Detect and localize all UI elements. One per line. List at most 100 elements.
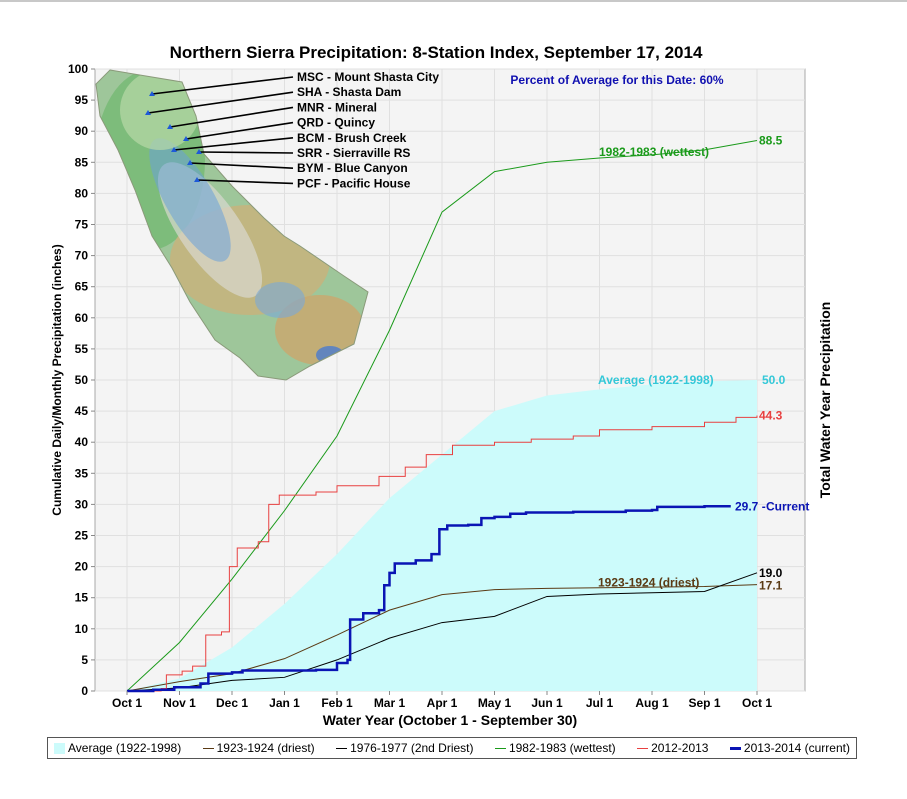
y-axis-label: Cumulative Daily/Monthly Precipitation (… [50, 244, 64, 515]
y-tick-label: 80 [75, 186, 89, 200]
legend-item: 1923-1924 (driest) [202, 741, 315, 755]
station-leader-line [147, 91, 294, 114]
series-total-wy2012-2013: 44.3 [759, 408, 783, 422]
y-tick-label: 50 [75, 373, 89, 387]
series-label-wettest: 1982-1983 (wettest) [599, 145, 709, 159]
y-tick-label: 25 [75, 529, 89, 543]
legend-item: 2013-2014 (current) [729, 741, 850, 755]
x-tick-labels: Oct 1 Nov 1 Dec 1 Jan 1 Feb 1 Mar 1 Apr 1 May 1… [112, 691, 772, 710]
y-tick-label: 45 [75, 404, 89, 418]
station-leader-line [169, 106, 294, 128]
y-tick-label: 60 [75, 311, 89, 325]
station-leader-line [185, 121, 294, 140]
station-label: SRR - Sierraville RS [297, 146, 410, 160]
series-label-driest: 1923-1924 (driest) [598, 576, 699, 590]
series-total-second-driest: 19.0 [759, 566, 783, 580]
station-leader-line [198, 151, 294, 154]
station-marker [149, 91, 155, 96]
legend-item: 1976-1977 (2nd Driest) [336, 741, 474, 755]
station-label: QRD - Quincy [297, 116, 375, 130]
x-tick-label: Apr 1 [427, 696, 458, 710]
y-tick-label: 70 [75, 249, 89, 263]
legend-label: 2013-2014 (current) [743, 741, 850, 755]
percent-of-average-annotation: Percent of Average for this Date: 60% [510, 73, 724, 87]
y-tick-label: 20 [75, 560, 89, 574]
series-label-current: Current [766, 499, 809, 513]
station-leader-line [173, 137, 294, 151]
series-total-average: 50.0 [762, 373, 786, 387]
y-tick-label: 95 [75, 93, 89, 107]
legend-item: 1982-1983 (wettest) [494, 741, 616, 755]
y-tick-label: 85 [75, 155, 89, 169]
station-marker [167, 124, 173, 129]
station-leader-line [196, 179, 294, 185]
series-total-current: 29.7 - [735, 499, 766, 513]
y-tick-label: 55 [75, 342, 89, 356]
top-border [0, 0, 907, 2]
legend-item: 2012-2013 [637, 741, 708, 755]
station-marker [194, 177, 200, 182]
legend-label: 2012-2013 [651, 741, 709, 755]
chart-title: Northern Sierra Precipitation: 8-Station… [170, 43, 703, 62]
series-total-wettest: 88.5 [759, 134, 783, 148]
station-marker [145, 110, 151, 115]
legend-swatch [494, 747, 506, 749]
y-tick-label: 40 [75, 435, 89, 449]
station-leader-line [151, 76, 294, 95]
y-tick-label: 65 [75, 280, 89, 294]
y-tick-label: 100 [68, 62, 88, 76]
series-line-current [127, 505, 731, 693]
x-tick-label: Aug 1 [635, 696, 669, 710]
x-tick-label: Oct 1 [742, 696, 772, 710]
x-tick-label: Jun 1 [531, 696, 563, 710]
legend-label: Average (1922-1998) [68, 741, 182, 755]
series-labels: Average (1922-1998) 50.0 1923-1924 (driest… [598, 134, 809, 593]
y-tick-label: 90 [75, 124, 89, 138]
station-marker [187, 160, 193, 165]
legend-swatch [202, 747, 214, 749]
y-tick-label: 35 [75, 466, 89, 480]
x-tick-label: Nov 1 [163, 696, 196, 710]
legend-label: 1976-1977 (2nd Driest) [350, 741, 474, 755]
x-tick-label: Sep 1 [688, 696, 720, 710]
y-tick-label: 10 [75, 622, 89, 636]
y-tick-label: 0 [81, 684, 88, 698]
series-group [126, 140, 758, 693]
station-label: MNR - Mineral [297, 100, 377, 114]
x-tick-label: May 1 [478, 696, 512, 710]
series-line-second-driest [126, 572, 758, 692]
x-tick-label: Jan 1 [269, 696, 300, 710]
series-label-average: Average (1922-1998) [598, 373, 714, 387]
station-label: MSC - Mount Shasta City [297, 70, 439, 84]
legend-swatch [336, 747, 348, 749]
right-axis-label: Total Water Year Precipitation [817, 302, 833, 499]
station-label: PCF - Pacific House [297, 176, 411, 190]
station-leader-line [189, 162, 294, 169]
series-area-average [127, 380, 757, 691]
y-tick-label: 75 [75, 218, 89, 232]
x-tick-label: Oct 1 [112, 696, 142, 710]
station-marker [183, 136, 189, 141]
series-total-driest: 17.1 [759, 579, 783, 593]
legend-swatch [54, 742, 65, 754]
station-label: SHA - Shasta Dam [297, 85, 401, 99]
x-axis-label: Water Year (October 1 - September 30) [323, 712, 577, 728]
x-tick-label: Dec 1 [216, 696, 248, 710]
station-label: BCM - Brush Creek [297, 131, 407, 145]
x-tick-label: Feb 1 [321, 696, 353, 710]
legend: Average (1922-1998) 1923-1924 (driest) 197… [47, 737, 857, 759]
legend-swatch [637, 747, 649, 749]
y-tick-label: 30 [75, 497, 89, 511]
legend-label: 1982-1983 (wettest) [508, 741, 616, 755]
legend-label: 1923-1924 (driest) [216, 741, 315, 755]
station-label: BYM - Blue Canyon [297, 161, 408, 175]
legend-item: Average (1922-1998) [54, 741, 181, 755]
y-tick-label: 5 [81, 653, 88, 667]
station-marker [171, 147, 177, 152]
x-tick-label: Jul 1 [586, 696, 614, 710]
series-line-wettest [126, 140, 758, 692]
series-line-wy2012-2013 [127, 415, 758, 692]
station-marker [196, 149, 202, 154]
